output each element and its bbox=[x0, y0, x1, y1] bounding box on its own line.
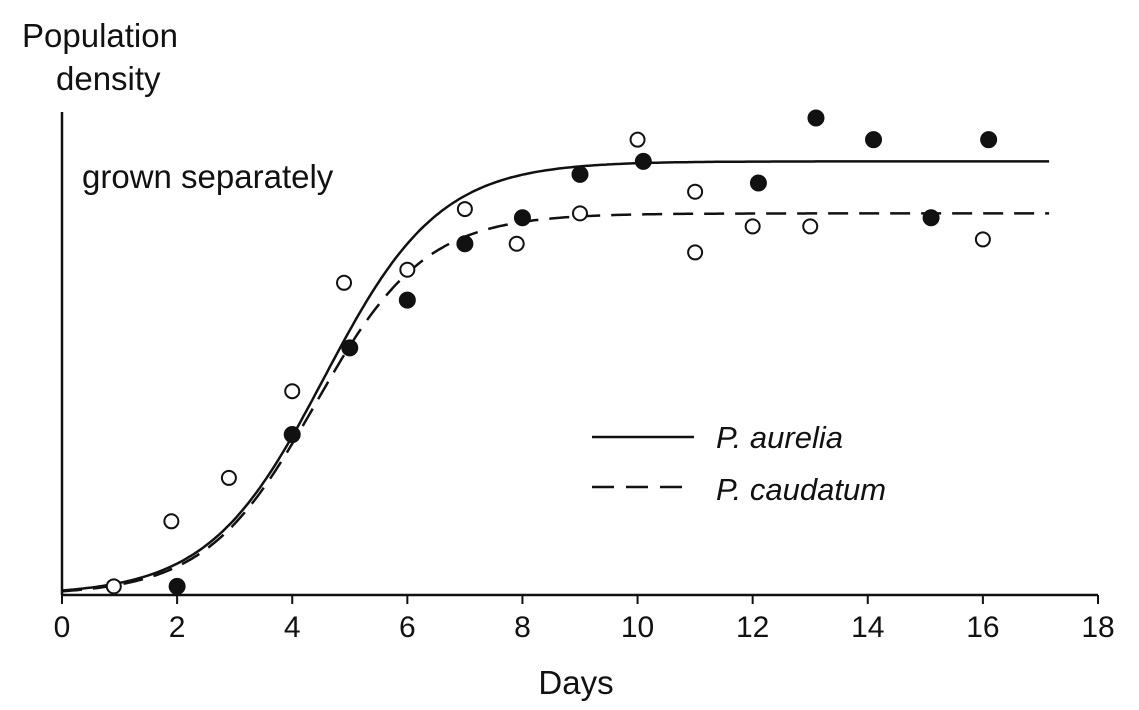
data-point-p-aurelia bbox=[456, 235, 474, 253]
legend-label-p-caudatum: P. caudatum bbox=[716, 472, 886, 507]
y-axis-label-line1: Population bbox=[22, 17, 178, 54]
data-point-p-aurelia bbox=[980, 131, 998, 149]
data-point-p-aurelia bbox=[922, 209, 940, 227]
data-point-p-caudatum bbox=[629, 131, 646, 148]
data-point-p-caudatum bbox=[802, 218, 819, 235]
data-point-p-caudatum bbox=[163, 513, 180, 530]
data-point-p-aurelia bbox=[749, 174, 767, 192]
data-point-p-caudatum bbox=[284, 383, 301, 400]
data-point-p-aurelia bbox=[341, 339, 359, 357]
data-point-p-caudatum bbox=[744, 218, 761, 235]
x-tick-label: 8 bbox=[514, 611, 531, 644]
data-point-p-caudatum bbox=[399, 261, 416, 278]
x-tick-label: 18 bbox=[1081, 611, 1114, 644]
data-point-p-caudatum bbox=[572, 205, 588, 222]
y-axis-label-line2: density bbox=[56, 60, 161, 97]
x-tick-label: 0 bbox=[54, 611, 71, 644]
data-point-p-aurelia bbox=[398, 291, 416, 309]
x-tick-label: 14 bbox=[851, 611, 884, 644]
data-point-p-aurelia bbox=[168, 577, 186, 595]
data-point-p-aurelia bbox=[807, 109, 825, 127]
data-point-p-caudatum bbox=[105, 578, 122, 595]
x-tick-label: 6 bbox=[399, 611, 416, 644]
x-axis-label: Days bbox=[538, 664, 613, 701]
curve-p-caudatum bbox=[61, 212, 1050, 593]
x-tick-label: 4 bbox=[284, 611, 301, 644]
legend: P. aurelia P. caudatum bbox=[592, 420, 886, 507]
data-point-p-aurelia bbox=[865, 131, 883, 149]
x-tick-label: 16 bbox=[966, 611, 999, 644]
x-tick-label: 10 bbox=[621, 611, 654, 644]
data-point-p-aurelia bbox=[634, 152, 652, 170]
curve-p-aurelia bbox=[61, 160, 1050, 592]
data-point-p-caudatum bbox=[687, 183, 704, 200]
data-point-p-caudatum bbox=[508, 235, 525, 252]
data-point-p-aurelia bbox=[283, 426, 301, 444]
data-point-p-aurelia bbox=[571, 165, 589, 183]
x-tick-label: 12 bbox=[736, 611, 769, 644]
x-ticks: 0 2 4 6 8 10 12 14 16 18 bbox=[54, 595, 1115, 644]
data-points bbox=[105, 109, 998, 595]
data-point-p-caudatum bbox=[336, 274, 353, 291]
data-point-p-caudatum bbox=[974, 231, 991, 248]
annotation-grown-separately: grown separately bbox=[82, 158, 334, 195]
x-tick-label: 2 bbox=[169, 611, 186, 644]
legend-label-p-aurelia: P. aurelia bbox=[716, 420, 843, 455]
data-point-p-aurelia bbox=[513, 209, 531, 227]
fitted-curves bbox=[61, 160, 1050, 593]
data-point-p-caudatum bbox=[220, 469, 237, 486]
data-point-p-caudatum bbox=[456, 201, 473, 218]
data-point-p-caudatum bbox=[687, 244, 704, 261]
axes bbox=[60, 112, 1098, 597]
